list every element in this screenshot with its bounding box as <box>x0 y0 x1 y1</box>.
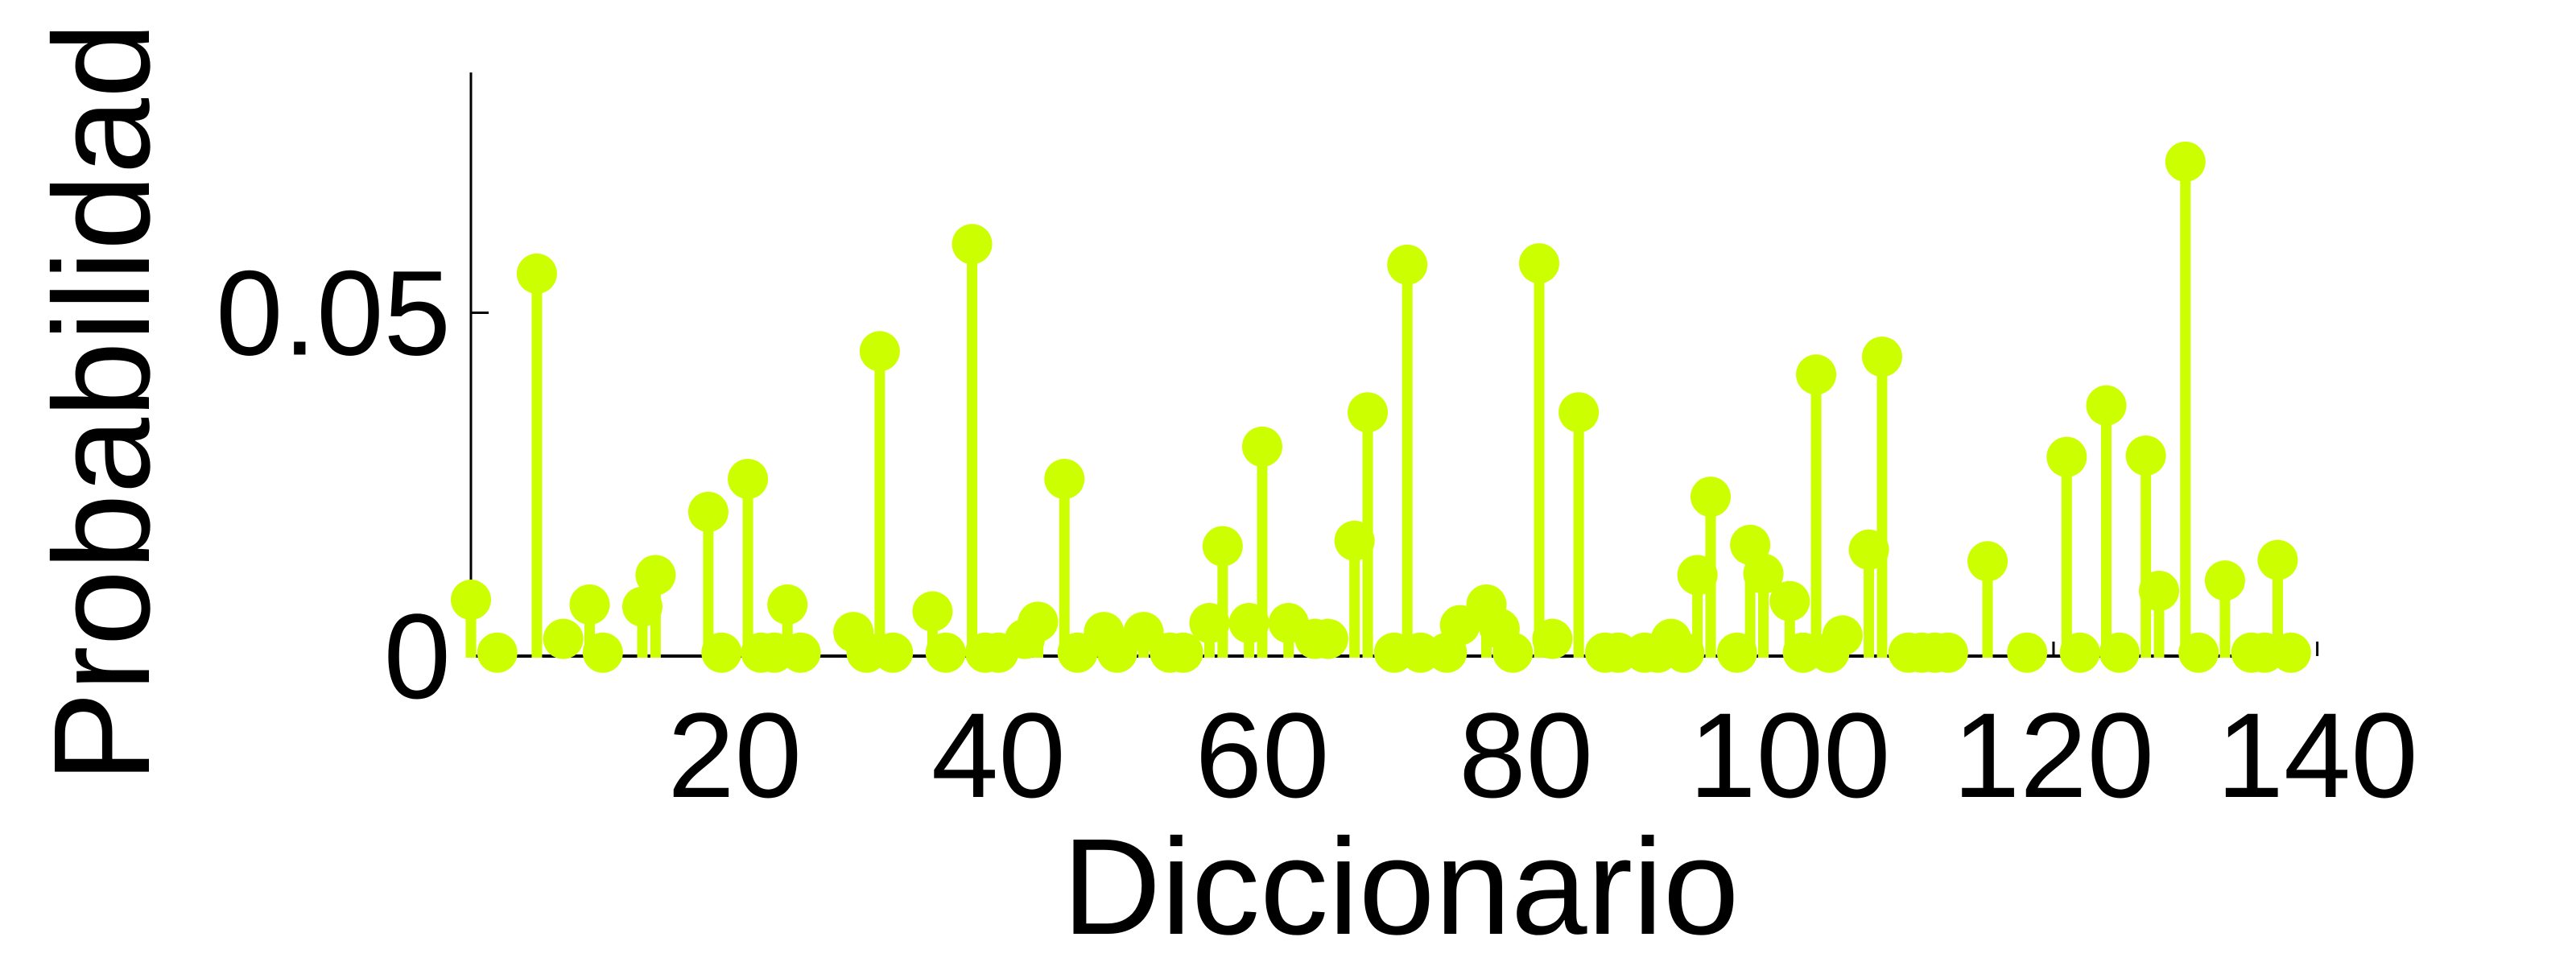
stem-marker <box>516 253 557 294</box>
stem-marker <box>1822 615 1863 656</box>
x-tick-label: 40 <box>931 687 1066 823</box>
stem-marker <box>2165 141 2206 182</box>
stem-marker <box>780 632 821 673</box>
stem-marker <box>543 618 584 659</box>
stems <box>451 141 2311 673</box>
stem-marker <box>687 491 729 532</box>
stem-marker <box>2059 632 2100 673</box>
stem-marker <box>1348 392 1389 433</box>
stem-marker <box>1044 458 1085 499</box>
stem-marker <box>2270 632 2311 673</box>
stem-marker <box>1202 526 1243 567</box>
stem-marker <box>451 580 491 621</box>
x-tick-label: 80 <box>1459 687 1593 823</box>
stem-marker <box>569 584 610 625</box>
stem-marker <box>1018 601 1059 642</box>
x-tick-label: 140 <box>2216 687 2417 823</box>
x-tick-label: 100 <box>1689 687 1890 823</box>
stem-marker <box>873 632 914 673</box>
stem-marker <box>2125 435 2166 476</box>
stem-marker <box>1769 580 1810 621</box>
stem-marker <box>582 632 623 673</box>
stem-marker <box>1519 243 1560 284</box>
stem-marker <box>925 632 966 673</box>
x-ticks: 20 40 60 80 100 120 140 <box>667 642 2418 823</box>
stem-marker <box>912 591 953 632</box>
y-axis-label: Probabilidad <box>26 22 179 782</box>
stem-marker <box>1967 541 2008 582</box>
stem-marker <box>2086 385 2127 426</box>
stem-marker <box>1558 392 1600 433</box>
stem-marker <box>1387 244 1428 285</box>
stem-marker <box>2139 570 2180 611</box>
stem-marker <box>1532 618 1573 659</box>
x-axis-label: Diccionario <box>1063 811 1740 964</box>
stem-marker <box>477 632 518 673</box>
stem-marker <box>2204 560 2245 601</box>
stem-marker <box>701 632 742 673</box>
stem-marker <box>635 555 676 596</box>
stem-marker <box>2007 632 2048 673</box>
stem-marker <box>1690 477 1731 518</box>
stem-marker <box>859 331 900 372</box>
x-tick-label: 60 <box>1195 687 1330 823</box>
stem-marker <box>1927 632 1968 673</box>
stem-marker <box>2099 632 2140 673</box>
stem-marker <box>767 584 808 625</box>
y-ticks: 00.05 <box>216 246 489 724</box>
stem-marker <box>952 224 993 265</box>
stem-marker <box>728 458 769 499</box>
y-tick-label: 0.05 <box>216 246 451 381</box>
y-tick-label: 0 <box>384 588 451 724</box>
stem-marker <box>1162 632 1203 673</box>
stem-marker <box>1241 426 1282 467</box>
x-tick-label: 20 <box>667 687 802 823</box>
stem-marker <box>2046 436 2087 477</box>
stem-marker <box>1307 618 1348 659</box>
stem-marker <box>1861 336 1902 378</box>
stem-marker <box>1796 354 1837 395</box>
stem-marker <box>2178 632 2219 673</box>
stem-marker <box>1492 632 1534 673</box>
x-tick-label: 120 <box>1953 687 2154 823</box>
stem-marker <box>2257 539 2298 580</box>
stem-marker <box>1743 553 1784 594</box>
